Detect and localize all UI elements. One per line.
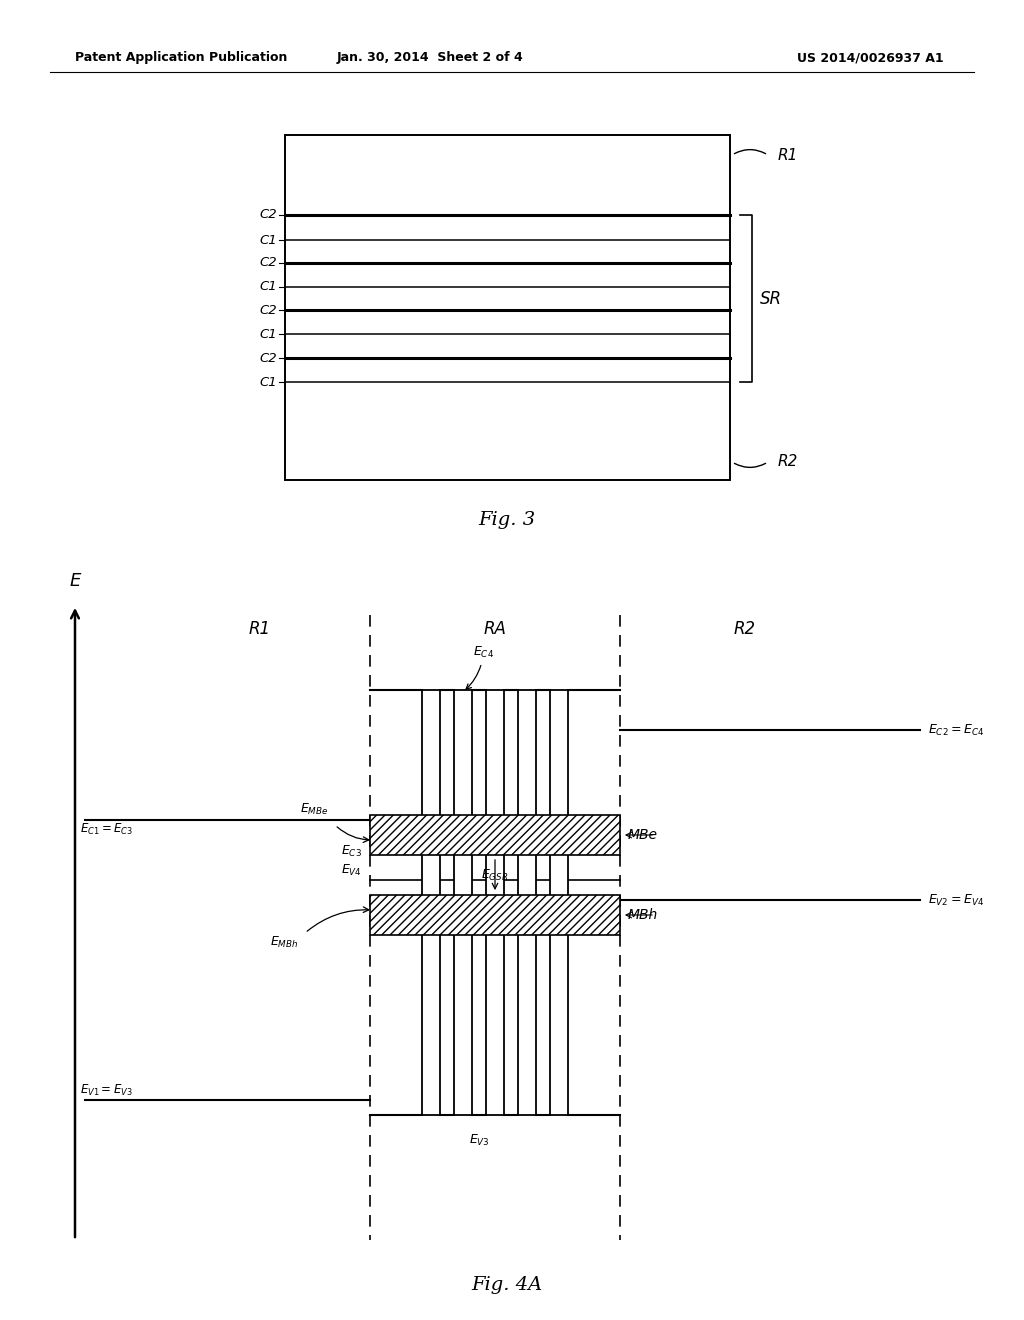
Bar (454, 690, 472, 1115)
Text: C1: C1 (259, 281, 278, 293)
Text: $E_{GSR}$: $E_{GSR}$ (481, 867, 509, 883)
Text: $E_{V3}$: $E_{V3}$ (469, 1133, 489, 1148)
Text: Fig. 3: Fig. 3 (478, 511, 536, 529)
Text: C1: C1 (259, 375, 278, 388)
Text: US 2014/0026937 A1: US 2014/0026937 A1 (797, 51, 943, 65)
Text: C2: C2 (259, 351, 278, 364)
Text: $E_{C4}$: $E_{C4}$ (466, 645, 494, 689)
Text: R2: R2 (778, 454, 799, 470)
Text: $E_{MBe}$: $E_{MBe}$ (300, 801, 329, 817)
Bar (422, 690, 440, 1115)
Text: Patent Application Publication: Patent Application Publication (75, 51, 288, 65)
Text: RA: RA (483, 620, 507, 638)
Text: $E_{V1}$$=$$E_{V3}$: $E_{V1}$$=$$E_{V3}$ (80, 1082, 133, 1098)
Text: R1: R1 (778, 148, 799, 162)
Text: C2: C2 (259, 256, 278, 269)
Text: MBe: MBe (628, 828, 658, 842)
Text: SR: SR (760, 289, 782, 308)
Text: R1: R1 (249, 620, 271, 638)
Text: Fig. 4A: Fig. 4A (471, 1276, 543, 1294)
Bar (550, 690, 568, 1115)
Text: C2: C2 (259, 209, 278, 222)
Text: $E_{C1}$$=$$E_{C3}$: $E_{C1}$$=$$E_{C3}$ (80, 822, 133, 837)
Text: C1: C1 (259, 327, 278, 341)
Text: Jan. 30, 2014  Sheet 2 of 4: Jan. 30, 2014 Sheet 2 of 4 (337, 51, 523, 65)
Text: MBh: MBh (628, 908, 658, 921)
Text: R2: R2 (734, 620, 756, 638)
Text: $E_{C2}$$=$$E_{C4}$: $E_{C2}$$=$$E_{C4}$ (928, 722, 984, 738)
Bar (285, 135, 730, 480)
Text: $E_{V4}$: $E_{V4}$ (341, 863, 362, 878)
Text: E: E (70, 572, 81, 590)
Bar (370, 895, 620, 935)
Text: $E_{MBh}$: $E_{MBh}$ (270, 935, 298, 950)
Bar (486, 690, 504, 1115)
Bar (518, 690, 536, 1115)
Text: $E_{V2}$$=$$E_{V4}$: $E_{V2}$$=$$E_{V4}$ (928, 892, 984, 908)
Bar (370, 814, 620, 855)
Text: C2: C2 (259, 304, 278, 317)
Text: $E_{C3}$: $E_{C3}$ (341, 843, 362, 859)
Text: C1: C1 (259, 234, 278, 247)
